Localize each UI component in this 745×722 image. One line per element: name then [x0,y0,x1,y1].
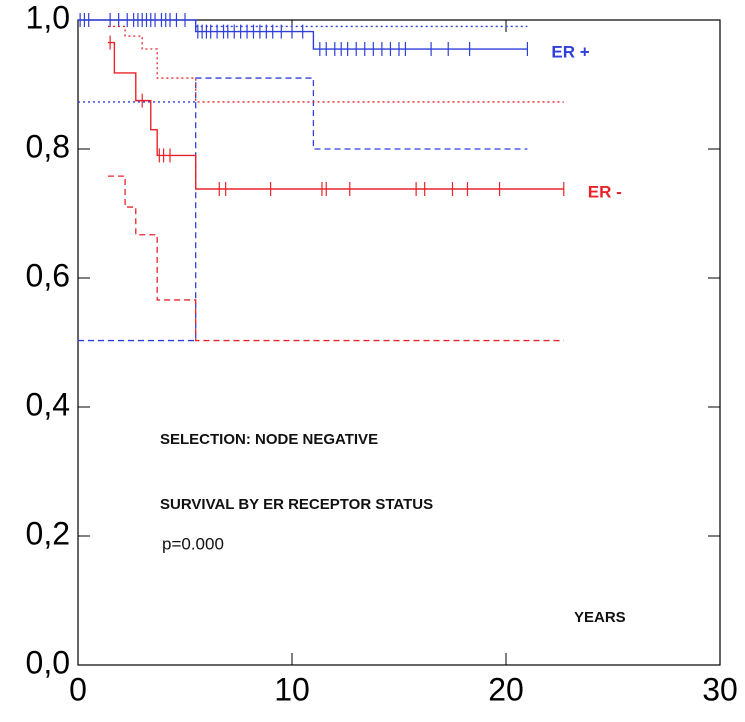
plot-frame [77,19,721,666]
survival-curve [78,77,528,342]
annotation: SELECTION: NODE NEGATIVE [160,431,378,448]
x-tick-label: 10 [274,671,310,707]
y-tick-label: 0,2 [26,515,70,551]
y-tick-label: 0,6 [26,257,70,293]
survival-curve [107,25,564,103]
y-tick-label: 0,4 [26,386,70,422]
survival-curve [107,175,564,342]
series-label: ER + [551,43,589,62]
y-tick-label: 0,0 [26,644,70,680]
y-tick-label: 1,0 [26,0,70,35]
annotation: YEARS [574,609,626,626]
y-tick-label: 0,8 [26,128,70,164]
series-label: ER - [588,182,622,201]
survival-curve [107,41,564,190]
annotation: SURVIVAL BY ER RECEPTOR STATUS [160,496,433,513]
x-tick-label: 0 [69,671,87,707]
x-tick-label: 20 [488,671,524,707]
x-tick-label: 30 [702,671,738,707]
annotation: p=0.000 [162,534,224,553]
